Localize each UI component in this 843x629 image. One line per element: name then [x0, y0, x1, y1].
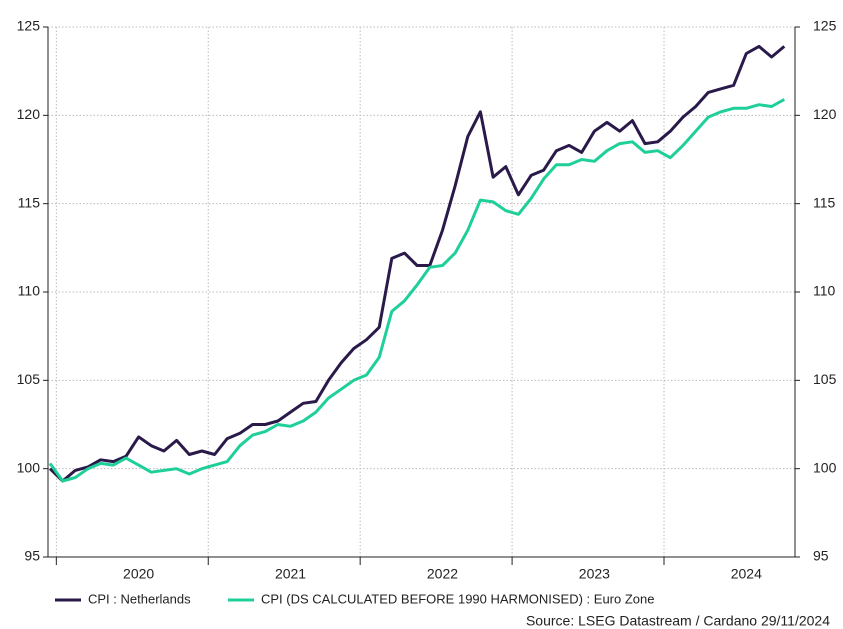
y2-tick-label: 110	[813, 283, 836, 299]
x-tick-label: 2024	[731, 566, 762, 582]
y2-tick-label: 120	[813, 106, 837, 122]
source: Source: LSEG Datastream / Cardano 29/11/…	[526, 613, 830, 629]
y2-tick-label: 95	[813, 548, 829, 564]
series-line	[48, 98, 786, 483]
legend-label: CPI : Netherlands	[88, 591, 191, 606]
x-tick-label: 2022	[427, 566, 458, 582]
series-line	[48, 44, 786, 483]
x-tick-label: 2023	[579, 566, 610, 582]
y-tick-label: 120	[17, 106, 41, 122]
x-tick-label: 2020	[123, 566, 154, 582]
y-tick-label: 95	[24, 548, 40, 564]
y-tick-label: 105	[17, 371, 41, 387]
y2-tick-label: 115	[813, 194, 836, 210]
y-tick-label: 125	[17, 18, 41, 34]
y2-tick-label: 105	[813, 371, 837, 387]
y-tick-label: 115	[18, 194, 41, 210]
y2-tick-label: 100	[813, 459, 837, 475]
y-tick-label: 110	[18, 283, 41, 299]
y2-tick-label: 125	[813, 18, 837, 34]
x-tick-label: 2021	[275, 566, 306, 582]
y-tick-label: 100	[17, 459, 41, 475]
legend-label: CPI (DS CALCULATED BEFORE 1990 HARMONISE…	[261, 591, 654, 606]
